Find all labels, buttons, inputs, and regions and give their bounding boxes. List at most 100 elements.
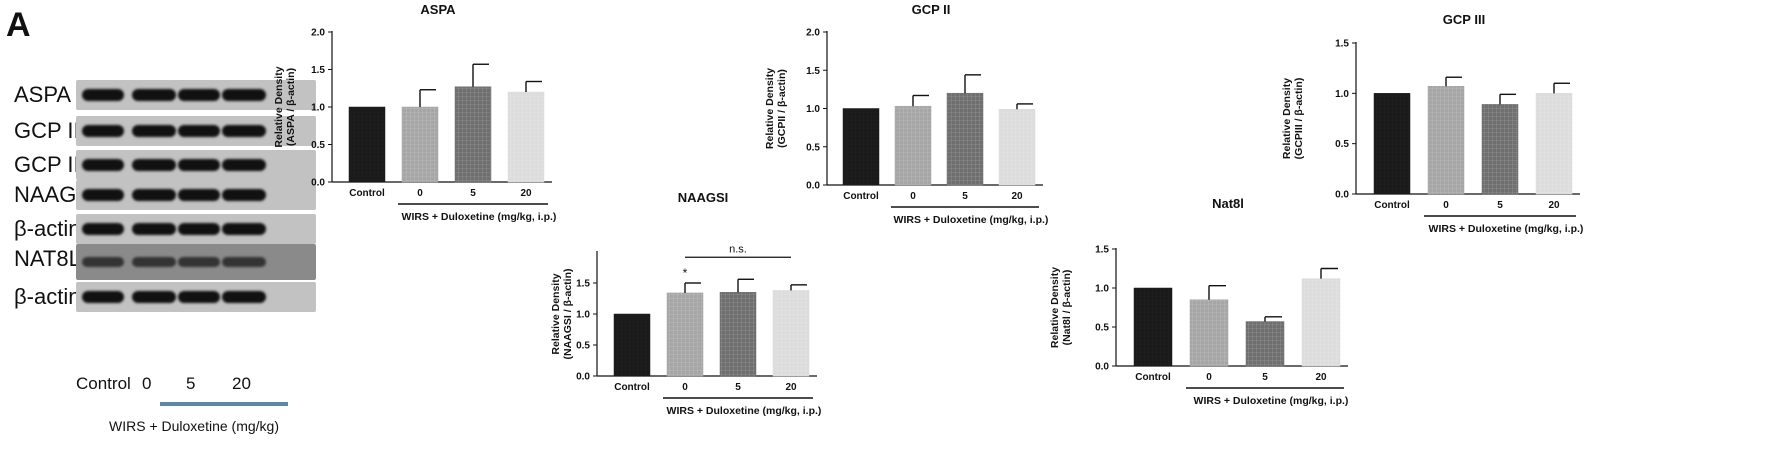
y-tick-label: 2.0 <box>806 28 820 39</box>
bar <box>348 106 386 183</box>
bar <box>666 292 704 377</box>
category-label: 5 <box>962 191 968 202</box>
y-tick-label: 0.5 <box>1095 323 1109 334</box>
chart-gcp3: GCP III 0.0 0.5 1.0 1.5 Relative Density (GCPI… <box>1281 12 1583 235</box>
blot-band <box>82 125 124 137</box>
blot-band <box>82 159 124 171</box>
y-tick-label: 0.5 <box>1335 139 1349 150</box>
bar <box>1245 321 1285 367</box>
significance-label: n.s. <box>729 243 747 255</box>
category-label: 20 <box>1315 372 1327 383</box>
blot-row-label: NAT8L <box>14 246 81 271</box>
category-label: 20 <box>1548 200 1560 211</box>
blot-band <box>132 89 176 101</box>
category-label: Control <box>843 191 879 202</box>
bar <box>1133 287 1173 367</box>
blot-band <box>132 159 176 171</box>
panel-letter: A <box>6 6 31 44</box>
group-label: WIRS + Duloxetine (mg/kg, i.p.) <box>402 211 557 223</box>
blot-lane-label: 5 <box>186 374 196 393</box>
y-tick-label: 1.0 <box>1095 284 1109 295</box>
blot-band <box>178 89 220 101</box>
group-label: WIRS + Duloxetine (mg/kg, i.p.) <box>667 405 822 417</box>
bar <box>1301 278 1341 367</box>
y-tick-label: 1.0 <box>576 310 590 321</box>
chart-title: NAAGSI <box>678 190 729 205</box>
blot-lane-label: 0 <box>142 374 152 393</box>
category-label: 5 <box>735 382 741 393</box>
bar <box>719 292 757 377</box>
y-axis-label: (GCPIII / β-actin) <box>1293 78 1305 160</box>
bar <box>772 290 810 377</box>
bar <box>401 106 439 183</box>
category-label: Control <box>1374 200 1410 211</box>
blot-band <box>82 89 124 101</box>
blot-band <box>222 89 266 101</box>
y-tick-label: 1.5 <box>1095 245 1109 256</box>
category-label: 20 <box>1011 191 1023 202</box>
chart-gcp2: GCP II 0.0 0.5 1.0 1.5 2.0 Relative Density (GC… <box>764 2 1049 226</box>
category-label: 0 <box>682 382 688 393</box>
bar <box>1189 299 1229 367</box>
bar <box>1427 86 1465 195</box>
blot-band <box>82 257 124 267</box>
blot-row-label: β-actin <box>14 284 81 309</box>
y-tick-label: 0.5 <box>311 140 325 151</box>
y-axis-label: Relative Density <box>273 66 285 147</box>
western-blot-image: ASPA GCP II GCP III NAAGSI β-actin NAT8L β-act… <box>0 0 330 473</box>
treatment-bar <box>160 402 288 406</box>
y-tick-label: 1.0 <box>1335 89 1349 100</box>
y-tick-label: 0.0 <box>1095 362 1109 373</box>
blot-band <box>178 125 220 137</box>
group-label: WIRS + Duloxetine (mg/kg, i.p.) <box>894 214 1049 226</box>
y-axis-label: (NAAGSI / β-actin) <box>562 269 574 360</box>
group-label: WIRS + Duloxetine (mg/kg, i.p.) <box>1194 395 1349 407</box>
category-label: Control <box>1135 372 1171 383</box>
category-label: 20 <box>785 382 797 393</box>
y-tick-label: 1.5 <box>311 65 325 76</box>
bar <box>1373 93 1411 195</box>
blot-row-label: GCP III <box>14 152 86 177</box>
blot-band <box>178 159 220 171</box>
y-tick-label: 1.5 <box>1335 39 1349 50</box>
blot-band <box>132 223 176 235</box>
blot-band <box>222 257 266 267</box>
blot-band <box>82 223 124 235</box>
blot-band <box>222 223 266 235</box>
blot-band <box>178 291 220 303</box>
bar <box>454 86 492 183</box>
y-tick-label: 1.5 <box>806 66 820 77</box>
bar <box>842 108 880 186</box>
blot-band <box>82 189 124 201</box>
blot-band <box>132 291 176 303</box>
category-label: 5 <box>1262 372 1268 383</box>
blot-band <box>132 257 176 267</box>
y-axis-label: Relative Density <box>764 68 776 149</box>
y-tick-label: 0.5 <box>576 341 590 352</box>
bar <box>998 109 1036 186</box>
y-axis-label: Relative Density <box>1049 267 1061 348</box>
category-label: 5 <box>470 188 476 199</box>
y-tick-label: 1.0 <box>311 103 325 114</box>
chart-title: GCP III <box>1443 12 1485 27</box>
blot-band <box>178 223 220 235</box>
y-axis-label: (GCPII / β-actin) <box>776 69 788 148</box>
y-tick-label: 2.0 <box>311 28 325 39</box>
y-tick-label: 1.5 <box>576 279 590 290</box>
category-label: 0 <box>1443 200 1449 211</box>
y-tick-label: 0.0 <box>806 181 820 192</box>
blot-row-label: β-actin <box>14 216 81 241</box>
blot-band <box>222 189 266 201</box>
y-axis-label: (ASPA / β-actin) <box>285 68 297 146</box>
category-label: 20 <box>520 188 532 199</box>
category-label: 0 <box>910 191 916 202</box>
chart-naagsi: NAAGSI 0.0 0.5 1.0 1.5 Relative Density (NAAGS… <box>550 190 821 417</box>
y-axis-label: Relative Density <box>550 273 562 354</box>
y-tick-label: 0.0 <box>576 372 590 383</box>
category-label: Control <box>349 188 385 199</box>
chart-title: Nat8l <box>1212 196 1244 211</box>
bar <box>1481 104 1519 195</box>
blot-row-label: ASPA <box>14 82 72 107</box>
blot-band <box>132 125 176 137</box>
blot-row-label: GCP II <box>14 118 80 143</box>
